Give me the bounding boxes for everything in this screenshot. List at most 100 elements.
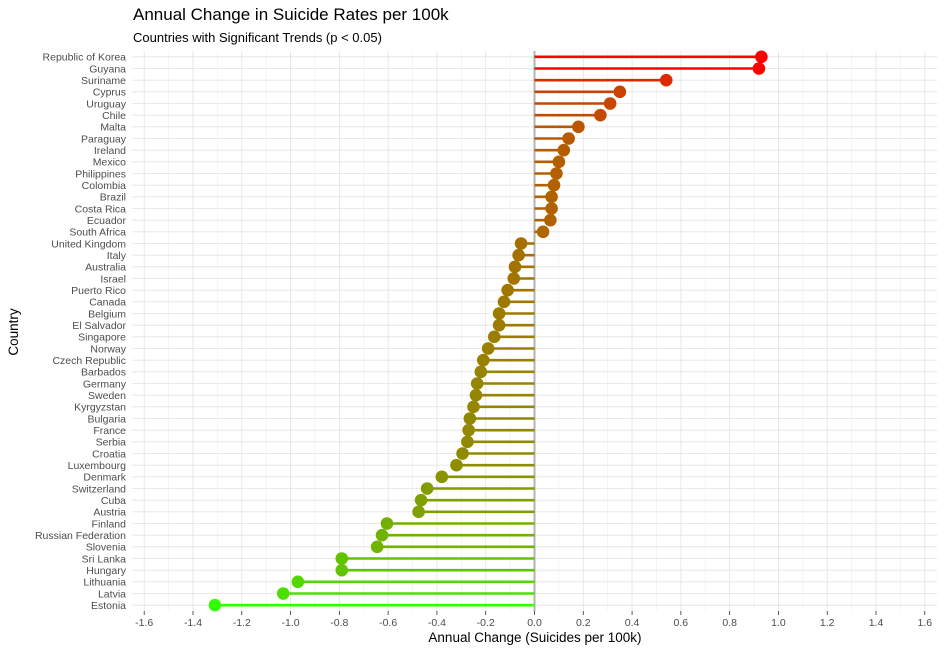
y-tick-label: Croatia xyxy=(92,448,126,460)
y-tick-label: Cyprus xyxy=(93,87,126,99)
y-tick-label: Kyrgyzstan xyxy=(74,402,126,414)
y-tick-label: Ecuador xyxy=(87,215,127,227)
y-tick-label: Guyana xyxy=(89,63,126,75)
point-mexico xyxy=(552,155,566,169)
point-el-salvador xyxy=(492,318,506,332)
stems xyxy=(214,55,762,607)
y-tick-label: Denmark xyxy=(83,472,126,484)
y-tick-label: Switzerland xyxy=(72,483,126,495)
x-tick-label: 0.2 xyxy=(576,617,591,629)
x-tick-label: 1.4 xyxy=(869,617,884,629)
y-tick-label: France xyxy=(93,425,126,437)
point-costa-rica xyxy=(545,202,558,215)
y-tick-label: Bulgaria xyxy=(87,413,126,425)
y-tick-label: Italy xyxy=(107,250,127,262)
point-latvia xyxy=(276,587,290,600)
y-tick-label: Germany xyxy=(83,378,127,390)
y-tick-label: South Africa xyxy=(69,227,126,239)
y-tick-label: Costa Rica xyxy=(75,203,127,215)
point-sri-lanka xyxy=(335,552,349,565)
point-estonia xyxy=(208,598,222,612)
y-tick-label: Paraguay xyxy=(81,133,127,145)
y-tick-label: Sri Lanka xyxy=(82,553,127,565)
y-tick-label: Colombia xyxy=(82,180,127,192)
x-tick-label: 0.6 xyxy=(674,617,689,629)
point-hungary xyxy=(335,563,349,577)
y-tick-label: Austria xyxy=(93,507,126,519)
y-tick-label: Israel xyxy=(100,273,126,285)
y-tick-label: Belgium xyxy=(88,308,126,320)
point-republic-of-korea xyxy=(755,50,768,64)
point-australia xyxy=(508,260,522,274)
y-axis-label: Country xyxy=(6,308,21,356)
point-puerto-rico xyxy=(501,283,514,297)
point-guyana xyxy=(752,62,766,75)
y-tick-label: Singapore xyxy=(78,332,126,344)
point-ecuador xyxy=(544,213,557,227)
x-tick-label: 0.4 xyxy=(625,617,640,629)
x-axis-label: Annual Change (Suicides per 100k) xyxy=(428,630,641,645)
y-tick-label: Canada xyxy=(89,297,126,309)
x-tick-label: 0.8 xyxy=(722,617,737,629)
x-tick-label: -1.6 xyxy=(135,617,153,629)
point-israel xyxy=(507,272,521,285)
y-tick-label: Slovenia xyxy=(86,542,126,554)
y-tick-label: Ireland xyxy=(94,145,126,157)
point-ireland xyxy=(557,143,571,157)
x-tick-label: -0.8 xyxy=(330,617,348,629)
point-switzerland xyxy=(420,482,434,495)
chart-title: Annual Change in Suicide Rates per 100k xyxy=(133,5,449,24)
y-tick-label: Philippines xyxy=(75,168,126,180)
y-tick-label: Norway xyxy=(90,343,126,355)
x-tick-label: -0.6 xyxy=(379,617,397,629)
y-tick-label: Serbia xyxy=(96,437,127,449)
y-tick-label: Czech Republic xyxy=(52,355,126,367)
y-tick-label: Hungary xyxy=(86,565,126,577)
y-tick-label: Brazil xyxy=(100,192,126,204)
y-tick-label: Suriname xyxy=(81,75,126,87)
point-bulgaria xyxy=(463,412,477,425)
point-paraguay xyxy=(562,132,575,145)
chart-subtitle: Countries with Significant Trends (p < 0… xyxy=(133,30,382,45)
point-croatia xyxy=(456,447,469,460)
point-canada xyxy=(497,295,511,309)
x-tick-label: -0.2 xyxy=(477,617,495,629)
y-tick-label: Lithuania xyxy=(83,577,126,589)
point-malta xyxy=(572,120,585,134)
y-axis-ticks: Republic of KoreaGuyanaSurinameCyprusUru… xyxy=(35,52,127,612)
y-tick-label: Latvia xyxy=(98,588,126,600)
point-luxembourg xyxy=(450,458,463,472)
point-uruguay xyxy=(603,97,617,110)
y-tick-label: Finland xyxy=(92,518,127,530)
x-tick-label: 0.0 xyxy=(527,617,542,629)
x-tick-label: -1.0 xyxy=(282,617,300,629)
point-germany xyxy=(470,377,484,390)
y-tick-label: Uruguay xyxy=(86,98,126,110)
point-belgium xyxy=(492,307,506,320)
x-tick-label: -1.4 xyxy=(184,617,202,629)
point-serbia xyxy=(461,435,474,449)
point-italy xyxy=(512,248,525,262)
point-finland xyxy=(380,517,394,530)
point-cuba xyxy=(414,493,428,507)
y-tick-label: Cuba xyxy=(101,495,126,507)
point-cyprus xyxy=(613,85,627,99)
point-united-kingdom xyxy=(514,237,528,250)
point-suriname xyxy=(659,73,673,87)
y-tick-label: Mexico xyxy=(93,157,126,169)
points xyxy=(208,50,768,612)
point-south-africa xyxy=(536,225,550,239)
x-tick-label: -1.2 xyxy=(233,617,251,629)
y-tick-label: Luxembourg xyxy=(68,460,127,472)
x-axis-ticks: -1.6 -1.4 -1.2 -1.0 -0.8 -0.6 -0.4 -0.2 0.0 0.2 0.… xyxy=(135,611,932,629)
y-tick-label: Estonia xyxy=(91,600,126,612)
y-tick-label: Russian Federation xyxy=(35,530,126,542)
y-tick-label: Barbados xyxy=(81,367,126,379)
point-austria xyxy=(412,505,425,519)
point-chile xyxy=(594,108,607,122)
point-slovenia xyxy=(370,540,384,554)
point-singapore xyxy=(487,330,501,344)
point-kyrgyzstan xyxy=(467,400,480,414)
y-tick-label: Chile xyxy=(102,110,126,122)
